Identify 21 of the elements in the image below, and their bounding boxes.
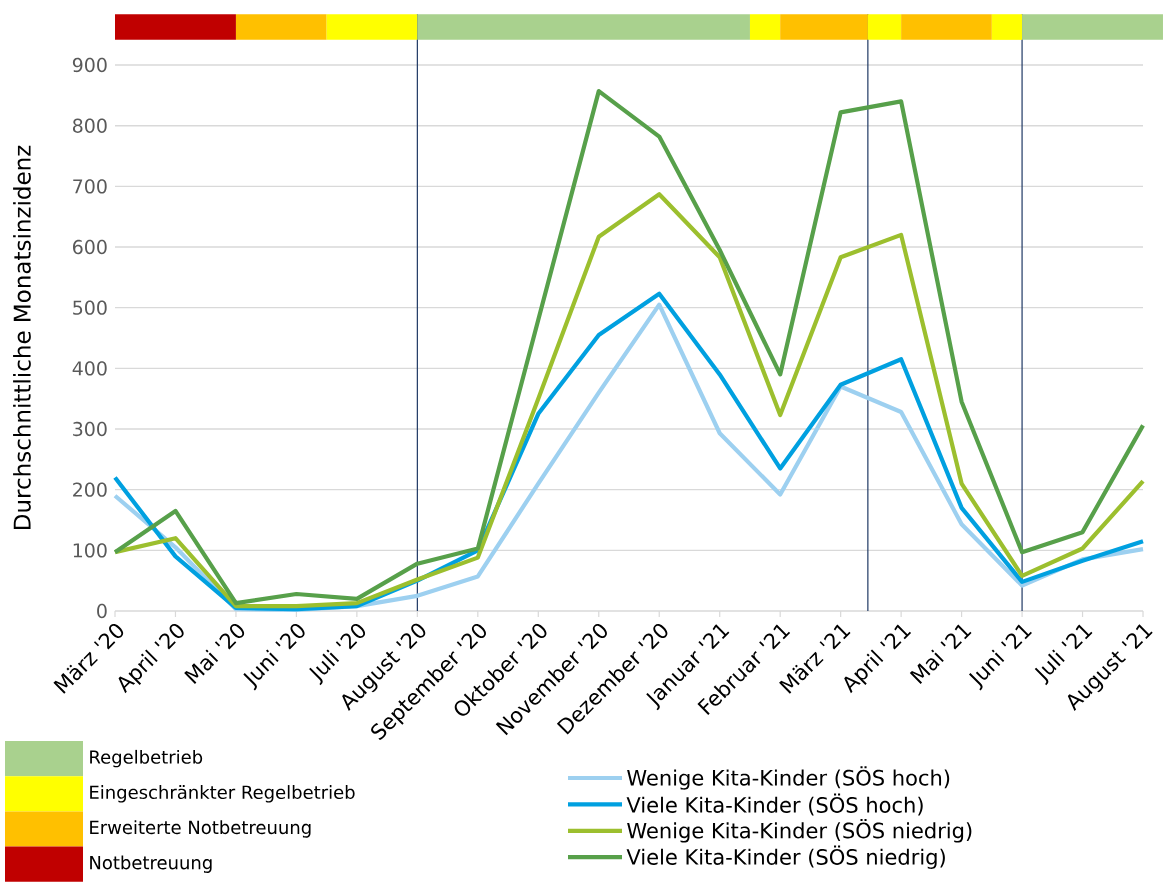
y-tick-label: 100 <box>73 543 107 558</box>
y-tick-label: 900 <box>72 57 107 73</box>
legend-label: Viele Kita-Kinder (SÖS niedrig) <box>626 845 945 869</box>
text: Erweiterte Notbetreuung <box>90 820 311 838</box>
legend-label: Wenige Kita-Kinder (SÖS hoch) <box>627 766 950 790</box>
y-tick-label: 500 <box>73 300 107 315</box>
y-tick-label: 600 <box>73 239 107 255</box>
y-tick-label: 200 <box>73 482 107 497</box>
y-tick-label: 700 <box>73 179 107 194</box>
y-axis-title: Durchschnittliche Monatsinzidenz <box>13 145 31 530</box>
y-tick-label: 0 <box>97 603 107 619</box>
legend-label: Wenige Kita-Kinder (SÖS niedrig) <box>627 819 972 843</box>
legend-label: Viele Kita-Kinder (SÖS hoch) <box>626 793 923 816</box>
line-series <box>112 192 1146 609</box>
y-tick-label: 300 <box>73 421 107 437</box>
y-tick-label: 400 <box>72 361 107 376</box>
line-series <box>112 89 1146 606</box>
text: Notbetreuung <box>90 855 212 873</box>
text: Regelbetrieb <box>90 749 203 768</box>
y-tick-label: 800 <box>72 118 107 133</box>
text: Eingeschränkter Regelbetrieb <box>90 785 355 803</box>
